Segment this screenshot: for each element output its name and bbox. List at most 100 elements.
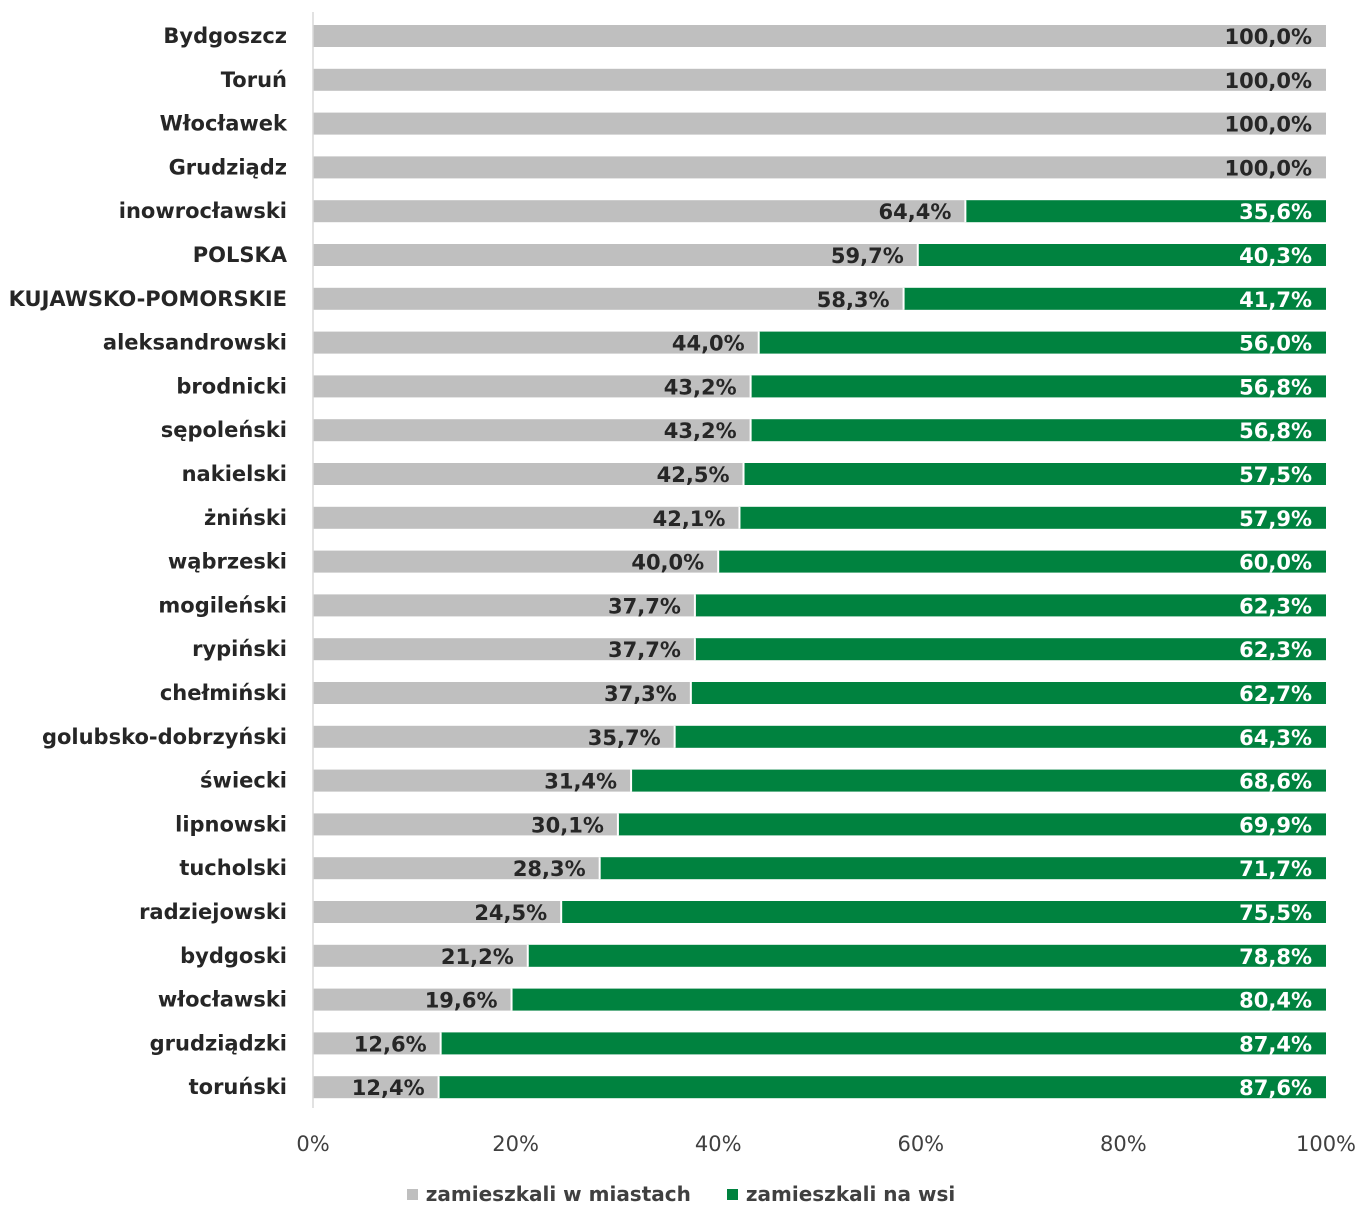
bar-urban [313,463,744,485]
bar-rural [750,419,1326,442]
data-label-urban: 58,3% [817,288,890,312]
data-label-rural: 75,5% [1239,901,1312,925]
bar-urban [313,550,719,573]
data-label-urban: 100,0% [1225,25,1312,49]
data-label-urban: 44,0% [672,332,745,356]
data-label-urban: 43,2% [664,375,737,399]
category-label: lipnowski [175,812,287,836]
bar-urban [313,682,691,704]
data-label-urban: 43,2% [664,419,737,443]
data-label-urban: 40,0% [631,551,704,575]
bar-rural [561,901,1326,923]
bar-urban [313,68,1326,91]
legend-item-urban: zamieszkali w miastach [406,1182,691,1206]
data-label-rural: 41,7% [1239,288,1312,312]
category-label: inowrocławski [119,199,287,223]
category-label: sępoleński [161,418,287,442]
bar-urban [313,1076,439,1099]
bar-urban [313,287,904,310]
bar-urban [313,375,751,398]
x-tick-label: 80% [1100,1132,1147,1156]
data-label-rural: 62,3% [1239,594,1312,618]
x-axis-ticks: 0% 20% 40% 60% 80% 100% [296,1132,1356,1156]
category-label: brodnicki [176,374,287,398]
category-label: KUJAWSKO-POMORSKIE [9,287,287,311]
bar-urban [313,901,562,923]
category-label: rypiński [192,637,287,661]
category-label: Bydgoszcz [163,24,287,48]
data-label-rural: 56,8% [1239,419,1312,443]
category-label: wąbrzeski [168,550,287,574]
data-label-rural: 87,4% [1239,1032,1312,1056]
x-tick-label: 100% [1296,1132,1356,1156]
data-label-urban: 42,1% [653,507,726,531]
bar-urban [313,944,528,967]
data-label-rural: 71,7% [1239,857,1312,881]
bar-rural [674,725,1326,748]
data-label-rural: 56,0% [1239,332,1312,356]
data-label-rural: 35,6% [1239,200,1312,224]
data-label-rural: 62,7% [1239,682,1312,706]
bar-urban [313,813,618,836]
category-label: grudziądzki [150,1031,287,1055]
bar-urban [313,594,695,617]
category-label: żniński [204,506,287,530]
bar-urban [313,156,1326,179]
data-label-rural: 64,3% [1239,726,1312,750]
data-label-urban: 37,7% [608,594,681,618]
legend-swatch-urban [406,1188,418,1200]
bar-rural [758,331,1326,354]
data-label-urban: 24,5% [474,901,547,925]
category-label: aleksandrowski [103,331,287,355]
bar-rural [690,682,1326,704]
data-label-rural: 60,0% [1239,551,1312,575]
bar-rural [694,638,1326,661]
bar-rural [739,506,1326,529]
bar-urban [313,769,632,792]
category-label: tucholski [179,856,287,880]
bar-urban [313,200,966,223]
data-label-urban: 12,6% [354,1032,427,1056]
bar-rural [631,769,1326,792]
bar-rural [743,463,1326,485]
data-label-urban: 64,4% [879,200,952,224]
data-label-rural: 69,9% [1239,813,1312,837]
category-label: toruński [189,1075,287,1099]
category-label: chełmiński [160,681,287,705]
bar-urban [313,244,918,266]
data-label-urban: 21,2% [441,945,514,969]
data-label-urban: 30,1% [531,813,604,837]
data-label-urban: 37,3% [604,682,677,706]
data-label-rural: 57,9% [1239,507,1312,531]
data-label-rural: 80,4% [1239,989,1312,1013]
data-label-rural: 62,3% [1239,638,1312,662]
bar-rural [438,1076,1326,1099]
data-label-urban: 35,7% [588,726,661,750]
x-tick-label: 60% [897,1132,944,1156]
x-tick-label: 20% [492,1132,539,1156]
data-label-rural: 68,6% [1239,770,1312,794]
data-label-rural: 57,5% [1239,463,1312,487]
category-label: świecki [200,769,287,793]
data-label-rural: 87,6% [1239,1076,1312,1100]
x-tick-label: 0% [296,1132,329,1156]
bar-rural [694,594,1326,617]
bar-urban [313,638,695,661]
bar-urban [313,506,740,529]
bar-rural [527,944,1326,967]
stacked-bar-chart: 100,0% 100,0% 100,0% 100,0% 35,6% 64,4% 40,3% 5… [9,12,1356,1156]
bar-urban [313,988,512,1011]
bar-urban [313,419,751,442]
data-label-rural: 56,8% [1239,375,1312,399]
bar-rural [617,813,1326,836]
category-label: Włocławek [160,112,288,136]
data-label-rural: 40,3% [1239,244,1312,268]
data-label-urban: 59,7% [831,244,904,268]
bar-urban [313,857,600,880]
bar-urban [313,25,1326,47]
data-label-urban: 100,0% [1225,113,1312,137]
legend-swatch-rural [726,1188,738,1200]
data-label-urban: 100,0% [1225,156,1312,180]
bar-rural [750,375,1326,398]
legend-label-rural: zamieszkali na wsi [745,1182,956,1206]
